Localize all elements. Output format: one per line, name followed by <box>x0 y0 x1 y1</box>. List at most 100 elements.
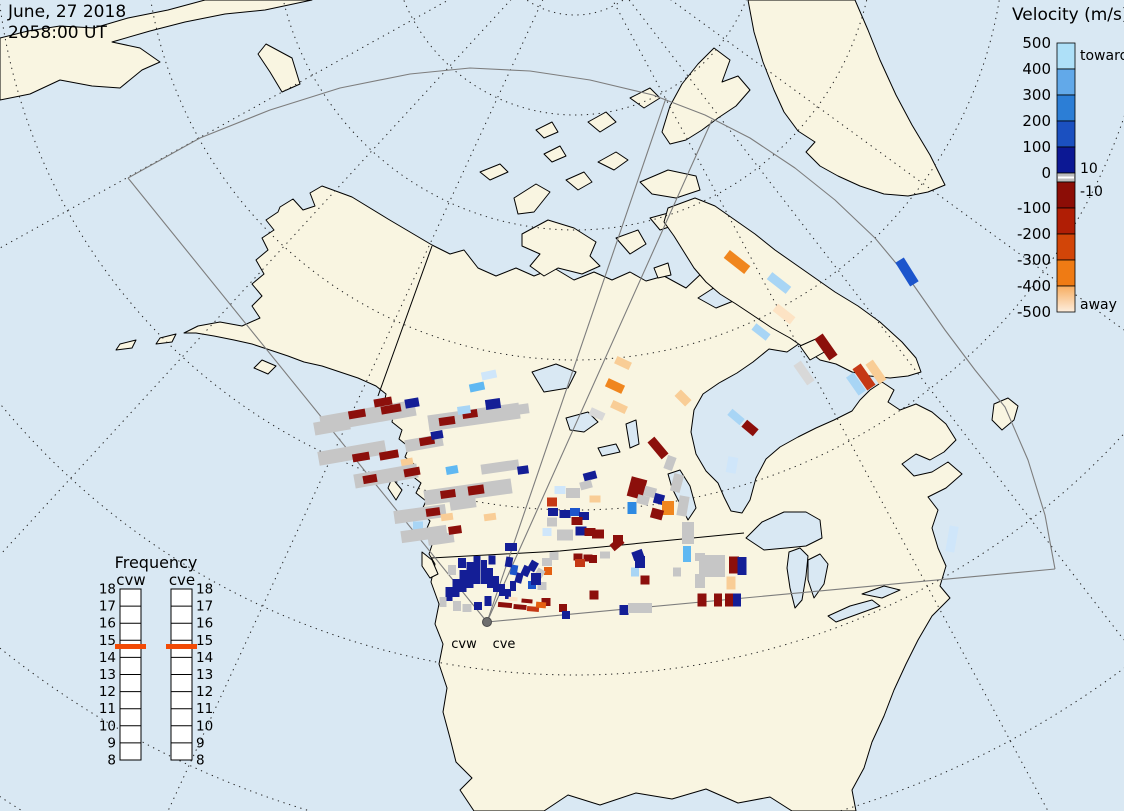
freq-tick-label: 13 <box>196 667 213 683</box>
velocity-cell <box>458 558 466 568</box>
velocity-cell <box>483 512 497 522</box>
velocity-cell <box>726 576 736 590</box>
velocity-cell <box>527 559 539 573</box>
velocity-cell <box>727 408 745 426</box>
away-label: away <box>1080 297 1117 313</box>
velocity-cell <box>557 529 573 541</box>
velocity-cell <box>589 555 597 563</box>
velocity-cell <box>626 476 648 500</box>
velocity-cell <box>438 415 456 427</box>
threshold-lower-label: -10 <box>1080 184 1103 200</box>
velocity-cell <box>480 369 498 381</box>
freq-tick-label: 14 <box>99 650 116 666</box>
frequency-marker <box>166 644 197 649</box>
velocity-cell <box>378 449 400 461</box>
threshold-upper-label: 10 <box>1080 161 1098 177</box>
freq-tick-label: 11 <box>196 701 213 717</box>
freq-tick-label: 11 <box>99 701 116 717</box>
velocity-cell <box>610 399 628 415</box>
velocity-cell <box>499 584 505 596</box>
colorbar-block-toward <box>1056 42 1076 70</box>
velocity-cell <box>508 596 518 602</box>
velocity-cell <box>373 396 393 408</box>
radar-site-dot <box>482 617 492 627</box>
velocity-cell <box>579 512 589 520</box>
freq-tick-label: 18 <box>196 582 213 598</box>
colorbar-block-toward <box>1056 146 1076 174</box>
colorbar-tick-label: 0 <box>1041 164 1051 182</box>
colorbar-title: Velocity (m/s) <box>1012 5 1124 25</box>
velocity-cell <box>559 604 567 612</box>
colorbar-tick-label: -300 <box>1017 251 1051 269</box>
velocity-cell <box>583 554 593 562</box>
velocity-cell <box>448 525 462 535</box>
velocity-cell <box>403 466 421 478</box>
freq-tick-label: 18 <box>99 582 116 598</box>
velocity-cell <box>542 558 552 566</box>
velocity-cell <box>562 611 570 619</box>
velocity-cell <box>723 250 751 274</box>
freq-tick-label: 14 <box>196 650 213 666</box>
velocity-cell <box>487 568 493 588</box>
radar-site-label-cvw: cvw <box>451 637 477 652</box>
frequency-legend: Frequency cvw cve 1817161514131211109818… <box>99 553 213 769</box>
velocity-cell <box>425 507 441 517</box>
velocity-cell <box>467 484 485 496</box>
velocity-cell <box>673 567 681 577</box>
timestamp-time: 2058:00 UT <box>8 23 107 43</box>
velocity-cell <box>600 551 610 559</box>
velocity-cell <box>604 378 626 394</box>
velocity-cell <box>459 570 467 592</box>
velocity-cell <box>729 556 739 574</box>
colorbar-block-away <box>1056 233 1076 261</box>
freq-tick-label: 15 <box>99 633 116 649</box>
velocity-cell <box>480 459 520 475</box>
velocity-cell <box>566 488 580 498</box>
velocity-cell <box>440 488 456 500</box>
velocity-cell <box>400 457 414 467</box>
velocity-cell <box>575 559 585 567</box>
velocity-cell <box>548 508 558 516</box>
velocity-cell <box>439 597 447 607</box>
velocity-cell <box>571 517 583 525</box>
velocity-cell <box>547 497 557 507</box>
velocity-cell <box>697 593 707 607</box>
velocity-cell <box>423 478 513 506</box>
freq-tick-label: 10 <box>99 718 116 734</box>
velocity-cell <box>514 572 524 584</box>
velocity-cell <box>741 419 759 437</box>
velocity-cell <box>628 603 652 613</box>
velocity-cell <box>453 601 461 611</box>
velocity-cell <box>457 405 471 415</box>
freq-tick-label: 12 <box>99 684 116 700</box>
cvw-column-label: cvw <box>116 571 145 589</box>
freq-tick-label: 8 <box>107 753 116 769</box>
coastline-land <box>0 0 1019 811</box>
freq-tick-label: 17 <box>99 599 116 615</box>
velocity-cell <box>714 593 722 607</box>
velocity-cell <box>725 456 739 474</box>
velocity-cell <box>493 483 507 493</box>
velocity-cell <box>440 512 454 522</box>
velocity-cell <box>549 552 559 560</box>
velocity-cell <box>430 430 444 440</box>
colorbar-tick-label: -500 <box>1017 303 1051 321</box>
velocity-cell <box>484 596 492 606</box>
colorbar-tick-label: -400 <box>1017 277 1051 295</box>
velocity-cell <box>695 574 705 588</box>
velocity-cell <box>699 555 725 577</box>
radar-site-label-cve: cve <box>493 637 516 652</box>
velocity-cell <box>772 303 796 325</box>
velocity-cell <box>547 517 557 527</box>
velocity-cell <box>502 403 530 417</box>
velocity-cell <box>488 555 496 565</box>
velocity-cell <box>766 272 792 294</box>
colorbar-tick-label: -200 <box>1017 225 1051 243</box>
velocity-cell <box>636 494 650 506</box>
velocity-cell <box>592 529 604 539</box>
freq-tick-label: 17 <box>196 599 213 615</box>
velocity-cell <box>521 598 533 604</box>
colorbar-tick-label: -100 <box>1017 199 1051 217</box>
meridian-line <box>167 0 544 811</box>
